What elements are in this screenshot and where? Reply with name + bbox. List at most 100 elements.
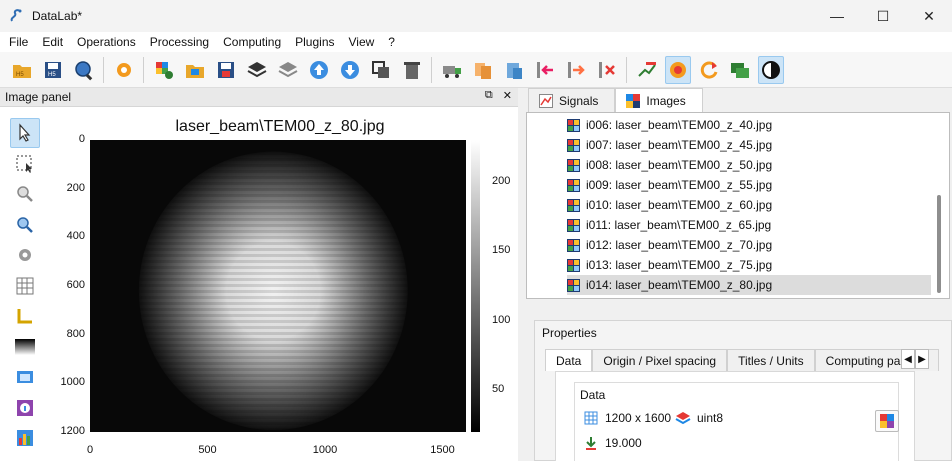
pointer-tool[interactable] [10,118,40,148]
layers-gray-button[interactable] [275,56,301,84]
delete-metadata-button[interactable] [594,56,620,84]
list-item[interactable]: i007: laser_beam\TEM00_z_45.jpg [567,135,931,155]
properties-group: Properties Data Origin / Pixel spacing T… [534,320,952,461]
tab-signals[interactable]: Signals [528,88,616,112]
x-tick-label: 0 [86,444,94,456]
menu-computing[interactable]: Computing [223,35,282,49]
y-tick-label: 800 [66,327,85,340]
truck-icon [442,65,461,78]
grid-tool[interactable] [10,271,40,301]
tab-images-label: Images [646,93,686,108]
browse-h5-icon [74,60,92,80]
x-tick-label: 1000 [312,444,338,456]
colorbar-tick-label: 150 [492,244,511,257]
close-button[interactable]: ✕ [923,7,935,24]
tab-scroll-right[interactable]: ▶ [915,349,929,369]
select-area-icon [16,155,32,173]
ptab-titles[interactable]: Titles / Units [727,349,815,371]
list-item[interactable]: i011: laser_beam\TEM00_z_65.jpg [567,215,931,235]
ptab-data[interactable]: Data [545,349,593,371]
plot-settings-tool[interactable] [10,240,40,270]
ptab-origin[interactable]: Origin / Pixel spacing [592,349,728,371]
panel-splitter[interactable] [518,88,526,461]
menu-file[interactable]: File [9,35,29,49]
tab-images[interactable]: Images [615,88,703,112]
image-stats-button[interactable] [875,410,899,432]
menu-edit[interactable]: Edit [42,35,64,49]
colorbar-tick-label: 50 [492,383,505,396]
truck-button[interactable] [439,56,465,84]
x-tick-label: 500 [198,444,217,456]
image-list[interactable]: i006: laser_beam\TEM00_z_40.jpg i007: las… [526,112,950,299]
plot-title: laser_beam\TEM00_z_80.jpg [175,118,385,135]
colormap-tool[interactable] [10,332,40,362]
menu-bar: File Edit Operations Processing Computin… [0,32,952,52]
close-panel-button[interactable]: ✕ [502,90,512,102]
open-h5-button[interactable]: H5 [9,56,35,84]
float-panel-button[interactable]: ⧉ [484,89,493,101]
list-item[interactable]: i013: laser_beam\TEM00_z_75.jpg [567,255,931,275]
menu-help[interactable]: ? [388,35,395,49]
export-metadata-button[interactable] [563,56,589,84]
delete-button[interactable] [399,56,425,84]
properties-title: Properties [542,326,597,340]
beam-fringes [138,151,408,431]
refresh-button[interactable] [696,56,722,84]
value-row: 19.000 [583,435,642,451]
y-tick-label: 1200 [60,425,85,437]
dark-mode-button[interactable] [757,55,784,84]
new-image-button[interactable] [151,56,177,84]
maximize-button[interactable]: ☐ [876,7,890,24]
save-image-button[interactable] [213,56,239,84]
list-item[interactable]: i012: laser_beam\TEM00_z_70.jpg [567,235,931,255]
menu-view[interactable]: View [348,35,375,49]
move-down-button[interactable] [337,56,363,84]
colorbar [471,140,480,432]
browse-h5-button[interactable] [71,56,97,84]
show-labels-button[interactable] [727,56,753,84]
show-all-button[interactable] [664,55,691,84]
axes-tool[interactable] [10,301,40,331]
annotations-button[interactable] [634,56,660,84]
image-item-icon [567,178,580,192]
y-tick-label: 400 [66,230,85,243]
zoom-fit-tool[interactable] [10,210,40,240]
layers-button[interactable] [244,56,270,84]
list-item[interactable]: i010: laser_beam\TEM00_z_60.jpg [567,195,931,215]
settings-button[interactable] [111,56,137,84]
colormap-icon [15,338,35,355]
save-h5-button[interactable]: H5 [40,56,66,84]
list-item[interactable]: i014: laser_beam\TEM00_z_80.jpg [567,275,931,295]
select-area-tool[interactable] [10,149,40,179]
new-image-icon [155,61,173,79]
move-up-button[interactable] [306,56,332,84]
minimize-button[interactable]: — [830,8,844,24]
import-metadata-button[interactable] [532,56,558,84]
list-scrollbar[interactable] [937,195,941,293]
menu-plugins[interactable]: Plugins [295,35,335,49]
copy-metadata-button[interactable] [470,56,496,84]
snapshot-tool[interactable] [10,362,40,392]
image-plot[interactable] [90,140,466,432]
import-metadata-icon [536,61,553,78]
delete-icon [403,61,420,79]
properties-tabs: Data Origin / Pixel spacing Titles / Uni… [545,349,939,371]
menu-operations[interactable]: Operations [77,35,136,49]
list-item[interactable]: i009: laser_beam\TEM00_z_55.jpg [567,175,931,195]
list-item[interactable]: i008: laser_beam\TEM00_z_50.jpg [567,155,931,175]
open-image-button[interactable] [182,56,208,84]
paste-metadata-button[interactable] [501,56,527,84]
duplicate-button[interactable] [368,56,394,84]
copy-metadata-icon [474,62,491,79]
image-stats-icon [880,414,894,428]
list-item-label: i011: laser_beam\TEM00_z_65.jpg [586,218,772,232]
list-item-label: i007: laser_beam\TEM00_z_45.jpg [586,138,773,152]
window-title: DataLab* [32,9,83,23]
menu-processing[interactable]: Processing [149,35,210,49]
tab-scroll-left[interactable]: ◀ [901,349,915,369]
histogram-tool[interactable] [10,423,40,453]
zoom-tool[interactable] [10,179,40,209]
list-item[interactable]: i006: laser_beam\TEM00_z_40.jpg [567,115,931,135]
refresh-icon [700,61,717,79]
info-tool[interactable] [10,393,40,423]
